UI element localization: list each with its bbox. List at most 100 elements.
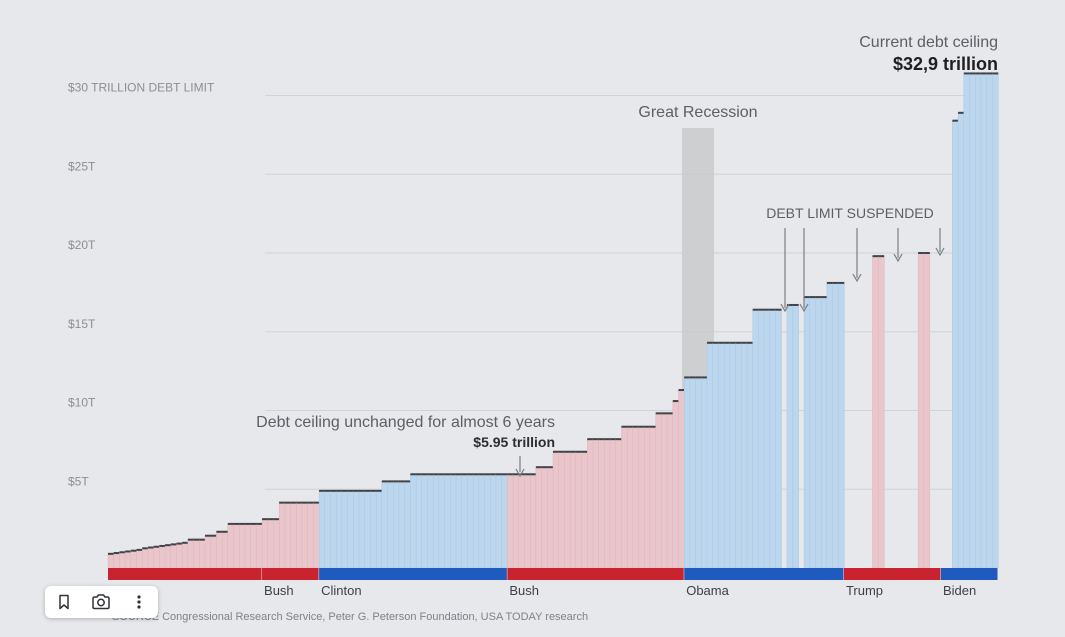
debt-bar (758, 309, 765, 569)
bookmark-icon (59, 594, 69, 610)
bars (107, 72, 999, 569)
debt-bar (176, 543, 183, 569)
debt-bar (501, 474, 508, 569)
more-vertical-icon (137, 595, 141, 609)
president-band (684, 568, 844, 580)
president-label: Clinton (321, 583, 361, 598)
debt-bar (432, 474, 440, 569)
debt-bar (615, 438, 622, 569)
debt-bar (199, 539, 206, 569)
debt-bar (484, 474, 491, 569)
debt-bar (427, 474, 434, 569)
debt-bar (689, 377, 697, 569)
debt-bar (592, 438, 600, 569)
debt-bar (375, 490, 383, 569)
unchanged-label: Debt ceiling unchanged for almost 6 year… (256, 414, 555, 431)
great-recession-label: Great Recession (638, 104, 757, 121)
debt-bar (701, 377, 708, 569)
debt-bar (917, 252, 925, 569)
visual-search-button[interactable] (86, 588, 116, 616)
debt-bar (347, 490, 354, 569)
debt-bar (364, 490, 371, 569)
debt-bar (296, 502, 303, 569)
debt-bar (661, 413, 668, 569)
president-label: Biden (943, 583, 976, 598)
y-tick-labels: $5T $10T $15T $20T $25T $30 TRILLION DEBT LIM… (68, 81, 215, 489)
debt-bar (318, 490, 326, 569)
debt-bar (170, 544, 177, 569)
debt-bar (963, 73, 970, 569)
debt-bar (455, 474, 463, 569)
debt-bar (159, 545, 166, 569)
debt-bar (393, 481, 400, 569)
debt-bar (330, 490, 337, 569)
debt-bar (547, 467, 554, 569)
president-band (108, 568, 263, 580)
debt-bar (461, 474, 468, 569)
debt-bar (370, 490, 377, 569)
debt-bar (324, 490, 331, 569)
debt-bar (313, 502, 320, 569)
debt-bar (450, 474, 457, 569)
debt-bar (233, 523, 240, 569)
president-band (262, 568, 320, 580)
current-ceiling-value: $32,9 trillion (893, 54, 998, 74)
bookmark-button[interactable] (49, 588, 79, 616)
debt-bar (353, 490, 360, 569)
debt-bar (598, 438, 605, 569)
y-tick-label: $30 TRILLION DEBT LIMIT (68, 81, 215, 95)
debt-bar (210, 535, 217, 569)
y-tick-label: $20T (68, 238, 96, 252)
debt-bar (221, 531, 229, 569)
debt-bar (336, 490, 343, 569)
debt-bar (992, 73, 999, 569)
debt-bar (216, 531, 223, 569)
debt-bar (512, 474, 520, 569)
debt-bar (204, 535, 212, 569)
president-label: Bush (509, 583, 539, 598)
debt-bar (604, 438, 611, 569)
debt-bar (147, 547, 155, 569)
debt-bar (136, 549, 143, 569)
debt-bar (239, 523, 246, 569)
debt-bar (478, 474, 486, 569)
debt-bar (832, 282, 839, 569)
suspended-arrows (780, 228, 945, 313)
debt-bar (518, 474, 525, 569)
debt-bar (341, 490, 349, 569)
debt-bar (358, 490, 366, 569)
debt-bar (284, 502, 292, 569)
debt-bar (444, 474, 451, 569)
y-tick-label: $10T (68, 396, 96, 410)
debt-bar (438, 474, 446, 569)
debt-bar (107, 553, 115, 569)
debt-bar (415, 474, 423, 569)
debt-bar (649, 426, 657, 569)
debt-bar (826, 282, 834, 569)
debt-bar (398, 481, 406, 569)
debt-bar (535, 467, 543, 569)
debt-bar (815, 296, 822, 569)
debt-bar (507, 474, 514, 569)
debt-bar (980, 73, 988, 569)
debt-bar (153, 546, 160, 569)
more-options-button[interactable] (124, 588, 154, 616)
debt-bar (273, 518, 280, 569)
president-bands: ReaganBushClintonBushObamaTrumpBiden (108, 568, 999, 598)
debt-bar (261, 518, 269, 569)
debt-bar (524, 474, 531, 569)
debt-bar (410, 474, 417, 569)
debt-bar (193, 539, 200, 569)
debt-bar (952, 120, 959, 569)
debt-bar (552, 451, 560, 569)
source-note: SOURCE Congressional Research Service, P… (112, 611, 588, 623)
president-label: Bush (264, 583, 294, 598)
debt-bar (244, 523, 252, 569)
debt-bar (621, 426, 628, 569)
debt-bar (250, 523, 257, 569)
debt-bar (877, 255, 885, 569)
debt-bar (256, 523, 263, 569)
debt-bar (609, 438, 617, 569)
